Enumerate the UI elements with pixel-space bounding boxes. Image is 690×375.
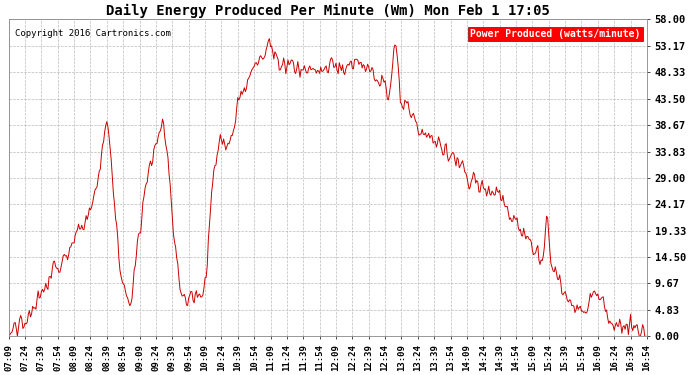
Text: Power Produced (watts/minute): Power Produced (watts/minute): [470, 29, 640, 39]
Title: Daily Energy Produced Per Minute (Wm) Mon Feb 1 17:05: Daily Energy Produced Per Minute (Wm) Mo…: [106, 4, 550, 18]
Text: Copyright 2016 Cartronics.com: Copyright 2016 Cartronics.com: [15, 29, 171, 38]
